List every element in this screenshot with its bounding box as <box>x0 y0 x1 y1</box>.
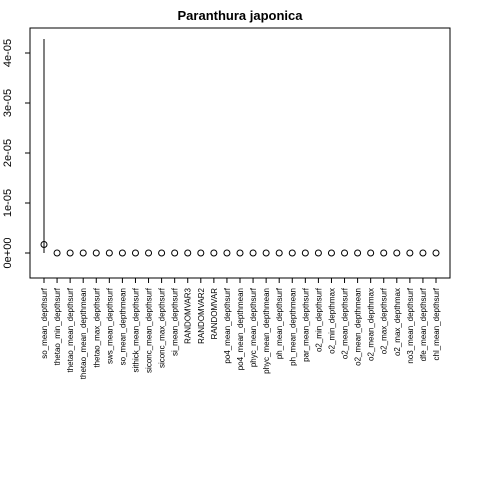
data-point <box>406 249 414 257</box>
data-point <box>275 249 283 257</box>
x-tick-label: so_mean_depthmean <box>118 288 127 365</box>
data-point <box>92 249 100 257</box>
data-marks <box>40 39 440 257</box>
data-point <box>40 241 48 248</box>
x-tick-label: RANDOMVAR <box>210 288 219 340</box>
x-tick-label: o2_min_depthsurf <box>314 287 323 352</box>
data-point <box>171 249 179 257</box>
x-tick-label: o2_mean_depthsurf <box>341 287 350 359</box>
data-point <box>118 249 126 257</box>
x-tick-label: thetao_max_depthsurf <box>92 287 101 367</box>
data-point <box>131 249 139 257</box>
data-point <box>236 249 244 257</box>
x-tick-label: po4_mean_depthmean <box>236 288 245 370</box>
x-tick-label: siconc_mean_depthsurf <box>145 287 154 373</box>
x-tick-label: o2_max_depthsurf <box>380 287 389 354</box>
data-point <box>105 249 113 257</box>
x-tick-label: o2_max_depthmax <box>393 288 402 356</box>
x-tick-label: ph_mean_depthmean <box>288 288 297 366</box>
data-point <box>223 249 231 257</box>
y-tick-label: 0e+00 <box>2 238 14 269</box>
data-point <box>327 249 335 257</box>
data-point <box>197 249 205 257</box>
x-tick-label: thetao_mean_depthmean <box>79 288 88 379</box>
y-tick-label: 4e-05 <box>2 39 14 67</box>
y-tick-label: 3e-05 <box>2 89 14 117</box>
x-tick-label: thetao_min_depthsurf <box>53 287 62 365</box>
x-tick-label: si_mean_depthsurf <box>171 287 180 356</box>
data-point <box>341 249 349 257</box>
x-tick-label: sws_mean_depthsurf <box>105 287 114 364</box>
x-tick-label: no3_mean_depthsurf <box>406 287 415 363</box>
y-tick-label: 1e-05 <box>2 189 14 217</box>
x-tick-label: o2_mean_depthmax <box>367 288 376 361</box>
data-point <box>66 249 74 257</box>
x-tick-label: RANDOMVAR2 <box>197 287 206 343</box>
data-point <box>367 249 375 257</box>
x-tick-label: po4_mean_depthsurf <box>223 287 232 363</box>
chart-title: Paranthura japonica <box>178 8 304 23</box>
data-point <box>210 249 218 257</box>
data-point <box>53 249 61 257</box>
data-point <box>419 249 427 257</box>
data-point <box>79 249 87 257</box>
x-tick-label: par_mean_depthsurf <box>301 287 310 362</box>
data-point <box>145 249 153 257</box>
data-point <box>380 249 388 257</box>
x-tick-label: ph_mean_depthsurf <box>275 287 284 359</box>
y-tick-label: 2e-05 <box>2 139 14 167</box>
x-tick-label: chl_mean_depthsurf <box>432 287 441 360</box>
data-point <box>393 249 401 257</box>
data-point <box>184 249 192 257</box>
data-point <box>262 249 270 257</box>
data-point <box>158 249 166 257</box>
data-point <box>301 249 309 257</box>
data-point <box>432 249 440 257</box>
x-axis: so_mean_depthsurf thetao_min_depthsurf the… <box>40 278 441 379</box>
x-tick-label: o2_min_depthmax <box>327 288 336 354</box>
plot-frame <box>29 27 451 279</box>
x-tick-label: so_mean_depthsurf <box>40 287 49 358</box>
x-tick-label: siconc_max_depthsurf <box>158 287 167 368</box>
x-tick-label: phyc_mean_depthmean <box>262 288 271 374</box>
data-point <box>354 249 362 257</box>
x-tick-label: RANDOMVAR3 <box>184 287 193 343</box>
y-axis: 0e+00 1e-05 2e-05 3e-05 4e-05 <box>2 39 30 269</box>
x-tick-label: phyc_mean_depthsurf <box>249 287 258 367</box>
data-point <box>314 249 322 257</box>
x-tick-label: sithick_mean_depthsurf <box>131 287 140 372</box>
x-tick-label: dfe_mean_depthsurf <box>419 287 428 361</box>
data-point <box>249 249 257 257</box>
data-point <box>288 249 296 257</box>
x-tick-label: thetao_mean_depthsurf <box>66 287 75 372</box>
x-tick-label: o2_mean_depthmean <box>354 288 363 366</box>
